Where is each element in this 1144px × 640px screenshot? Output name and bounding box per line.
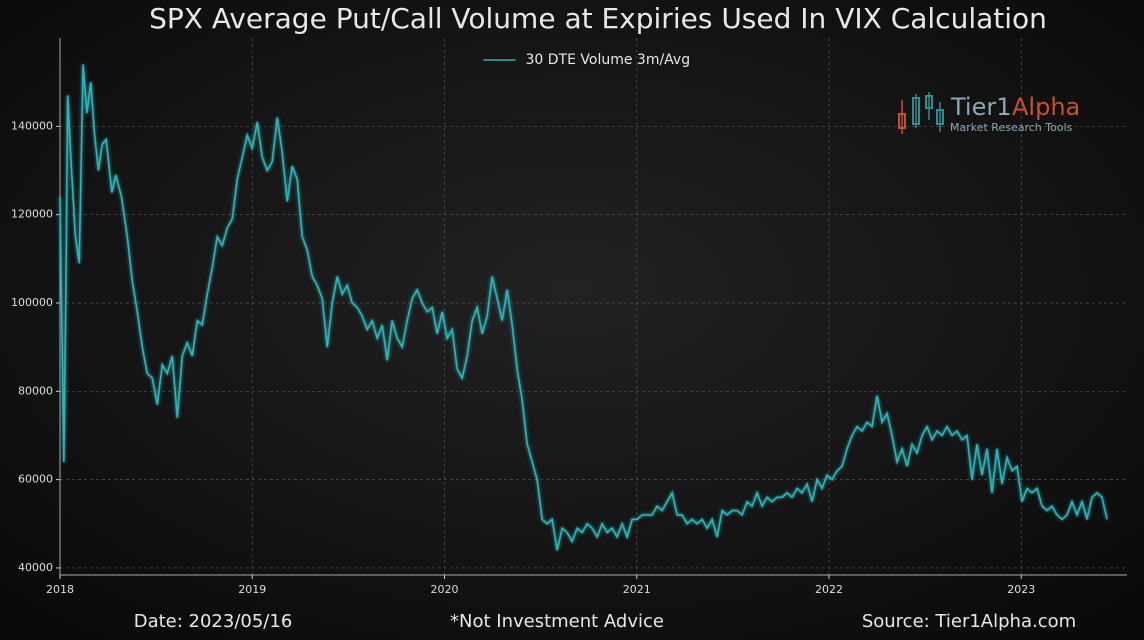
line-series	[59, 64, 1108, 551]
y-tick-label: 140000	[11, 119, 53, 132]
x-tick-label: 2020	[431, 583, 459, 596]
footer-date: Date: 2023/05/16	[134, 611, 293, 632]
y-tick-label: 40000	[18, 561, 53, 574]
logo: Tier1 Alpha Market Research Tools	[898, 92, 1080, 134]
logo-name: Alpha	[1012, 93, 1080, 121]
logo-tagline: Market Research Tools	[950, 121, 1073, 134]
y-tick-label: 60000	[18, 473, 53, 486]
x-tick-label: 2021	[623, 583, 651, 596]
x-tick-label: 2023	[1007, 583, 1035, 596]
y-tick-label: 100000	[11, 296, 53, 309]
logo-name: Tier1	[950, 93, 1012, 121]
legend-label: 30 DTE Volume 3m/Avg	[526, 52, 691, 68]
y-tick-label: 120000	[11, 208, 53, 221]
y-tick-label: 80000	[18, 384, 53, 397]
footer-source: Source: Tier1Alpha.com	[862, 611, 1076, 632]
chart-title: SPX Average Put/Call Volume at Expiries …	[149, 2, 1047, 35]
x-tick-label: 2019	[238, 583, 266, 596]
footer-note: *Not Investment Advice	[450, 611, 664, 632]
x-tick-label: 2018	[46, 583, 74, 596]
x-tick-label: 2022	[815, 583, 843, 596]
